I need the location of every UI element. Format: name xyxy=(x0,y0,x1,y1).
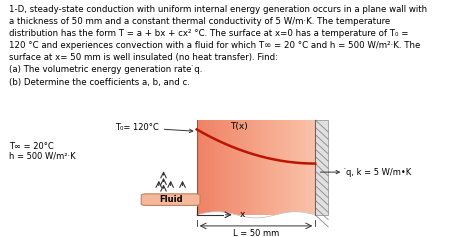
Polygon shape xyxy=(280,120,281,215)
Polygon shape xyxy=(281,120,283,215)
Polygon shape xyxy=(289,120,290,215)
Text: L = 50 mm: L = 50 mm xyxy=(233,229,279,237)
Polygon shape xyxy=(210,120,211,215)
Polygon shape xyxy=(214,120,216,215)
Text: 1-D, steady-state conduction with uniform internal energy generation occurs in a: 1-D, steady-state conduction with unifor… xyxy=(9,5,428,87)
Polygon shape xyxy=(266,120,268,215)
Polygon shape xyxy=(222,120,223,215)
Bar xyxy=(315,120,328,215)
Text: Fluid: Fluid xyxy=(159,195,182,204)
Polygon shape xyxy=(240,120,241,215)
Text: T∞ = 20°C: T∞ = 20°C xyxy=(9,142,54,151)
Polygon shape xyxy=(235,120,237,215)
Polygon shape xyxy=(211,120,213,215)
Polygon shape xyxy=(232,120,234,215)
Text: ̇q, k = 5 W/m•K: ̇q, k = 5 W/m•K xyxy=(320,168,411,177)
Polygon shape xyxy=(234,120,235,215)
Polygon shape xyxy=(225,120,226,215)
Polygon shape xyxy=(292,120,293,215)
Polygon shape xyxy=(294,120,296,215)
Polygon shape xyxy=(207,120,209,215)
Polygon shape xyxy=(209,120,210,215)
Polygon shape xyxy=(277,120,278,215)
Polygon shape xyxy=(269,120,271,215)
Text: h = 500 W/m²·K: h = 500 W/m²·K xyxy=(9,151,76,160)
Text: T(x): T(x) xyxy=(230,122,247,131)
Polygon shape xyxy=(283,120,284,215)
Polygon shape xyxy=(248,120,250,215)
Polygon shape xyxy=(278,120,280,215)
Polygon shape xyxy=(271,120,272,215)
Polygon shape xyxy=(237,120,238,215)
Polygon shape xyxy=(197,120,198,215)
Polygon shape xyxy=(296,120,298,215)
Text: T₀= 120°C: T₀= 120°C xyxy=(115,123,193,132)
Polygon shape xyxy=(272,120,274,215)
Polygon shape xyxy=(243,120,244,215)
Polygon shape xyxy=(255,120,256,215)
Polygon shape xyxy=(252,120,253,215)
Polygon shape xyxy=(241,120,243,215)
Polygon shape xyxy=(290,120,292,215)
Text: x: x xyxy=(239,210,245,219)
Polygon shape xyxy=(275,120,277,215)
Polygon shape xyxy=(256,120,257,215)
Polygon shape xyxy=(213,120,214,215)
Polygon shape xyxy=(299,120,301,215)
Polygon shape xyxy=(312,120,314,215)
Polygon shape xyxy=(287,120,289,215)
Polygon shape xyxy=(285,120,287,215)
Polygon shape xyxy=(259,120,260,215)
Polygon shape xyxy=(302,120,303,215)
Polygon shape xyxy=(265,120,266,215)
Polygon shape xyxy=(200,120,201,215)
Polygon shape xyxy=(306,120,308,215)
Polygon shape xyxy=(301,120,302,215)
Polygon shape xyxy=(247,120,248,215)
Polygon shape xyxy=(229,120,231,215)
Polygon shape xyxy=(293,120,294,215)
Polygon shape xyxy=(238,120,240,215)
Polygon shape xyxy=(218,120,219,215)
Polygon shape xyxy=(250,120,252,215)
Polygon shape xyxy=(309,120,311,215)
Polygon shape xyxy=(260,120,262,215)
Polygon shape xyxy=(219,120,220,215)
Polygon shape xyxy=(201,120,202,215)
Polygon shape xyxy=(223,120,225,215)
FancyBboxPatch shape xyxy=(141,194,200,205)
Polygon shape xyxy=(303,120,305,215)
Polygon shape xyxy=(198,120,200,215)
Polygon shape xyxy=(311,120,312,215)
Polygon shape xyxy=(274,120,275,215)
Polygon shape xyxy=(228,120,229,215)
Polygon shape xyxy=(231,120,232,215)
Polygon shape xyxy=(308,120,309,215)
Polygon shape xyxy=(262,120,264,215)
Polygon shape xyxy=(216,120,218,215)
Polygon shape xyxy=(202,120,204,215)
Polygon shape xyxy=(204,120,206,215)
Polygon shape xyxy=(298,120,299,215)
Polygon shape xyxy=(226,120,228,215)
Polygon shape xyxy=(305,120,306,215)
Polygon shape xyxy=(264,120,265,215)
Polygon shape xyxy=(253,120,255,215)
Polygon shape xyxy=(257,120,259,215)
Polygon shape xyxy=(284,120,285,215)
Polygon shape xyxy=(314,120,315,215)
Polygon shape xyxy=(246,120,247,215)
Polygon shape xyxy=(220,120,222,215)
Polygon shape xyxy=(244,120,246,215)
Polygon shape xyxy=(268,120,269,215)
Polygon shape xyxy=(206,120,207,215)
